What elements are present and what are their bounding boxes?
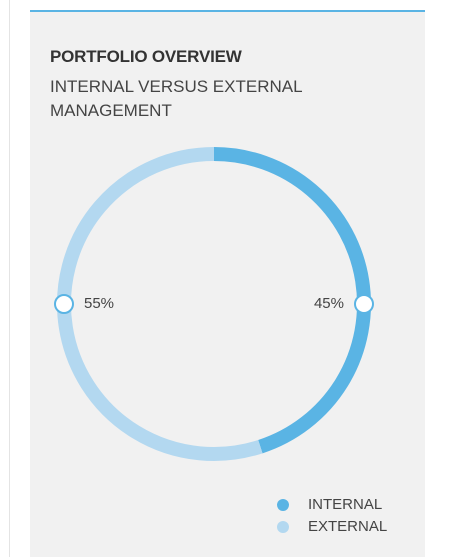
legend-swatch bbox=[277, 521, 289, 533]
value-label: 45% bbox=[314, 295, 344, 312]
value-label: 55% bbox=[84, 295, 114, 312]
marker bbox=[54, 294, 74, 314]
chart-title: PORTFOLIO OVERVIEW bbox=[50, 47, 242, 66]
donut-segment bbox=[57, 147, 263, 461]
legend-label: EXTERNAL bbox=[308, 518, 387, 535]
legend-swatch bbox=[277, 499, 289, 511]
divider bbox=[9, 0, 10, 557]
marker bbox=[354, 294, 374, 314]
legend-label: INTERNAL bbox=[308, 496, 382, 513]
donut-segment bbox=[213, 147, 371, 454]
chart-subtitle: INTERNAL VERSUS EXTERNAL MANAGEMENT bbox=[50, 77, 302, 120]
